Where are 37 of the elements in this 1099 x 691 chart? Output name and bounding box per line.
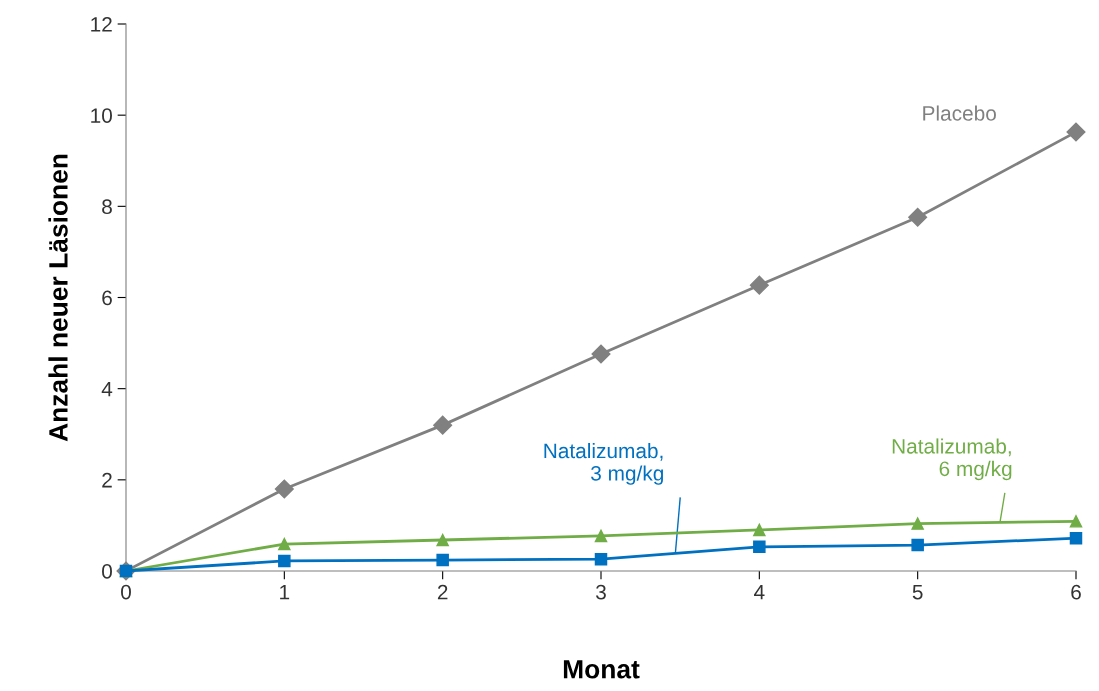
- point: [278, 537, 291, 551]
- point: [436, 533, 449, 547]
- point: [908, 207, 928, 227]
- text: Natalizumab, 6 mg/kg: [892, 438, 1012, 481]
- x-tick-label: 6: [1071, 584, 1081, 600]
- point: [753, 523, 766, 537]
- point: [1069, 531, 1083, 545]
- point: [749, 275, 769, 295]
- y-tick-label: 12: [91, 17, 112, 32]
- x-tick-label: 1: [280, 584, 290, 600]
- y-tick-label: 10: [91, 108, 112, 123]
- point: [911, 517, 924, 530]
- point: [911, 538, 924, 552]
- point: [594, 529, 608, 543]
- text: Natalizumab, 3 mg/kg: [544, 442, 663, 485]
- point: [1069, 515, 1083, 528]
- x-tick-label: 4: [754, 584, 765, 600]
- text: Placebo: [923, 105, 996, 121]
- point: [591, 344, 611, 364]
- y-tick-label: 6: [102, 290, 112, 306]
- x-tick-label: 3: [596, 584, 606, 600]
- y-tick-label: 2: [102, 472, 112, 488]
- y-axis-title: Anzahl neuer Läsionen: [48, 154, 68, 442]
- point: [753, 540, 766, 554]
- x-axis-title: Monat: [563, 660, 640, 679]
- point: [594, 552, 608, 566]
- y-tick-label: 4: [101, 381, 113, 397]
- x-tick-label: 5: [912, 584, 923, 600]
- x-tick-label: 2: [437, 584, 448, 600]
- y-tick-label: 0: [102, 564, 112, 579]
- point: [274, 479, 294, 499]
- x-tick-label: 0: [121, 584, 131, 600]
- point: [433, 415, 453, 435]
- point: [436, 553, 449, 567]
- y-tick-label: 8: [102, 199, 112, 215]
- point: [1066, 122, 1086, 142]
- point: [278, 554, 291, 568]
